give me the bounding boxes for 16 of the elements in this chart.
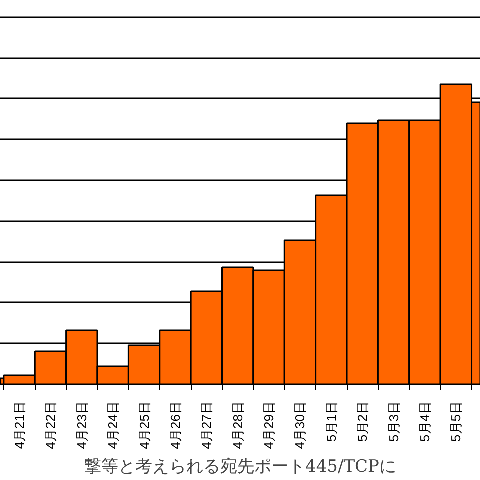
x-tick-label: 5月4日 <box>417 401 432 442</box>
x-tick-label: 5月1日 <box>324 401 339 442</box>
x-tick-label: 4月23日 <box>74 401 90 450</box>
x-tick-label: 4月22日 <box>43 401 58 450</box>
x-tick-label: 4月21日 <box>12 401 28 450</box>
x-tick-label: 4月26日 <box>168 401 183 450</box>
x-tick-label: 4月29日 <box>262 401 277 450</box>
x-tick-label: 4月28日 <box>230 401 246 450</box>
x-tick-label: 4月30日 <box>292 401 308 450</box>
x-tick-label: 4月27日 <box>199 401 214 450</box>
x-tick-label: 4月24日 <box>106 401 121 450</box>
x-tick-label: 5月3日 <box>386 401 402 442</box>
x-tick-label: 4月25日 <box>136 401 152 450</box>
x-tick-label: 5月5日 <box>448 401 464 442</box>
x-tick-label: 5月2日 <box>355 401 370 442</box>
x-axis-title: 撃等と考えられる宛先ポート445/TCPに <box>84 457 396 478</box>
